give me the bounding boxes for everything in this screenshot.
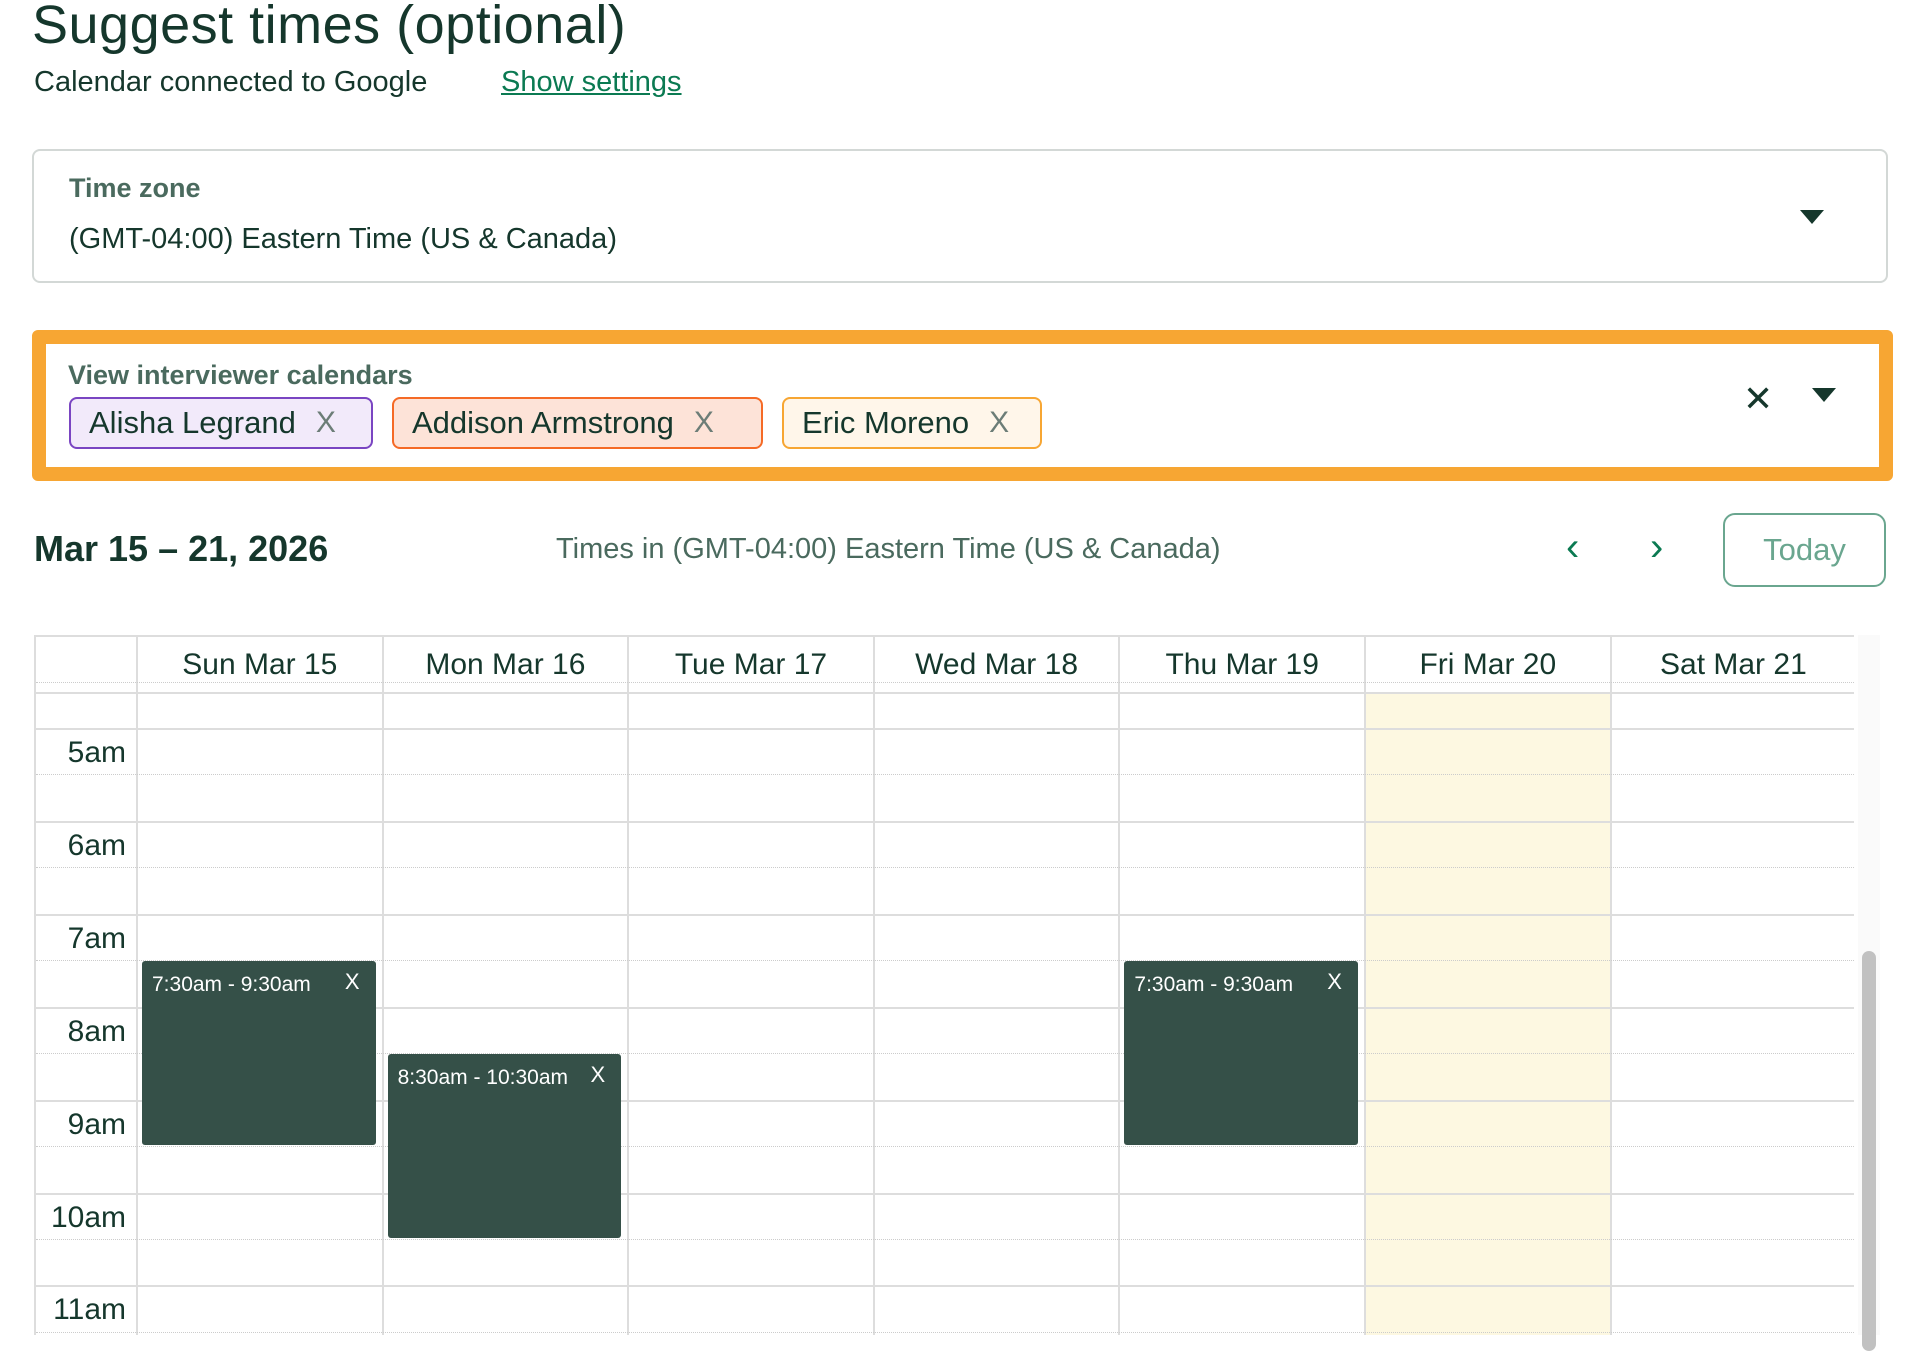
interviewer-name: Alisha Legrand xyxy=(89,405,296,440)
interviewer-name: Eric Moreno xyxy=(802,405,970,440)
day-header: Thu Mar 19 xyxy=(1118,637,1364,692)
hour-label: 7am xyxy=(67,921,126,955)
day-divider xyxy=(872,692,875,1335)
half-hour-line xyxy=(36,1146,1854,1148)
interviewer-chip: Addison Armstrong X xyxy=(392,397,763,449)
day-divider xyxy=(381,692,384,1335)
remove-chip-icon[interactable]: X xyxy=(693,406,714,439)
hour-label: 8am xyxy=(67,1014,126,1048)
remove-chip-icon[interactable]: X xyxy=(989,406,1010,439)
day-header: Mon Mar 16 xyxy=(381,637,628,692)
date-range: Mar 15 – 21, 2026 xyxy=(34,528,329,569)
interviewer-chip: Alisha Legrand X xyxy=(69,397,373,449)
hour-label: 11am xyxy=(53,1293,126,1327)
timezone-select[interactable]: Time zone (GMT-04:00) Eastern Time (US &… xyxy=(32,149,1888,283)
show-settings-link[interactable]: Show settings xyxy=(501,66,682,98)
today-column-highlight xyxy=(1364,692,1610,1335)
timezone-note: Times in (GMT-04:00) Eastern Time (US & … xyxy=(556,533,1221,565)
day-header: Tue Mar 17 xyxy=(627,637,873,692)
day-divider xyxy=(1364,692,1366,1335)
remove-event-icon[interactable]: X xyxy=(344,969,360,995)
dropdown-caret-icon[interactable] xyxy=(1800,210,1824,224)
today-button[interactable]: Today xyxy=(1723,513,1886,587)
hour-line xyxy=(36,913,1854,916)
week-calendar-grid: Sun Mar 15 Mon Mar 16 Tue Mar 17 Wed Mar 18… xyxy=(34,635,1854,1335)
suggested-time-block[interactable]: 7:30am - 9:30am X xyxy=(1124,961,1358,1146)
timezone-value: (GMT-04:00) Eastern Time (US & Canada) xyxy=(69,223,617,255)
hour-label: 6am xyxy=(67,828,126,862)
suggested-time-block[interactable]: 7:30am - 9:30am X xyxy=(142,961,376,1146)
hour-line xyxy=(36,1006,1854,1009)
half-hour-line xyxy=(36,1053,1854,1055)
suggested-time-block[interactable]: 8:30am - 10:30am X xyxy=(387,1054,622,1238)
day-header: Sun Mar 15 xyxy=(136,637,382,692)
hour-line xyxy=(36,1192,1854,1195)
interviewer-chip: Eric Moreno X xyxy=(782,397,1042,449)
day-divider xyxy=(1118,692,1121,1335)
event-time: 7:30am - 9:30am xyxy=(152,973,311,997)
half-hour-line xyxy=(36,960,1854,962)
half-hour-line xyxy=(36,1238,1854,1240)
interviewer-calendars-label: View interviewer calendars xyxy=(68,360,413,390)
calendar-connection-status: Calendar connected to Google xyxy=(34,66,428,98)
clear-all-icon[interactable]: ✕ xyxy=(1743,378,1774,419)
header-divider xyxy=(36,692,1854,694)
hour-label: 5am xyxy=(67,736,126,769)
event-time: 7:30am - 9:30am xyxy=(1134,973,1294,997)
half-hour-line xyxy=(36,1331,1854,1333)
day-divider xyxy=(136,692,138,1335)
previous-week-button[interactable]: ‹ xyxy=(1566,525,1580,569)
remove-event-icon[interactable]: X xyxy=(590,1062,606,1088)
event-time: 8:30am - 10:30am xyxy=(397,1066,569,1090)
timezone-label: Time zone xyxy=(69,173,201,203)
page-title: Suggest times (optional) xyxy=(32,0,627,55)
day-divider xyxy=(627,692,630,1335)
hour-line xyxy=(36,1099,1854,1102)
half-hour-line xyxy=(36,867,1854,869)
half-hour-line xyxy=(36,681,1854,683)
interviewer-name: Addison Armstrong xyxy=(412,405,674,440)
hour-line xyxy=(36,820,1854,823)
hour-line xyxy=(36,728,1854,730)
hour-label: 9am xyxy=(67,1107,126,1141)
hour-line xyxy=(36,1285,1854,1288)
dropdown-caret-icon[interactable] xyxy=(1812,388,1836,402)
next-week-button[interactable]: › xyxy=(1650,525,1664,569)
interviewer-calendars-select[interactable]: View interviewer calendars ✕ xyxy=(32,330,1893,481)
half-hour-line xyxy=(36,774,1854,776)
day-header: Sat Mar 21 xyxy=(1609,637,1854,692)
day-header: Wed Mar 18 xyxy=(872,637,1119,692)
remove-chip-icon[interactable]: X xyxy=(315,406,336,439)
scrollbar-thumb[interactable] xyxy=(1862,951,1876,1351)
day-header: Fri Mar 20 xyxy=(1364,637,1610,692)
remove-event-icon[interactable]: X xyxy=(1327,969,1342,995)
day-divider xyxy=(1609,692,1612,1335)
hour-label: 10am xyxy=(50,1200,126,1234)
